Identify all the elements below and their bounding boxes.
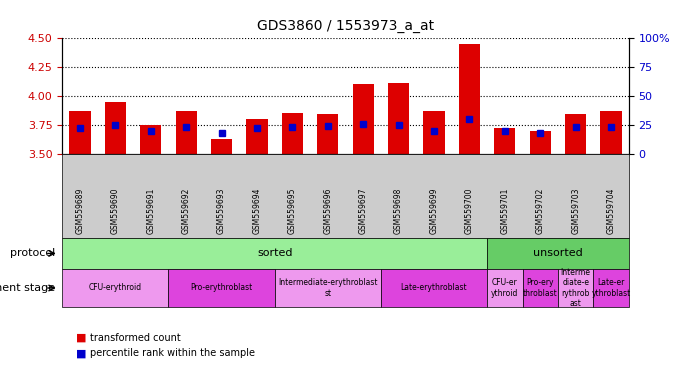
Text: ■: ■	[76, 348, 86, 358]
Bar	[600, 111, 622, 154]
Bar	[424, 111, 445, 154]
Text: ■: ■	[76, 333, 86, 343]
Bar	[565, 114, 586, 154]
Text: Late-erythroblast: Late-erythroblast	[401, 283, 467, 293]
Bar	[317, 114, 339, 154]
Text: Interme
diate-e
rythrob
ast: Interme diate-e rythrob ast	[560, 268, 591, 308]
Text: Pro-ery
throblast: Pro-ery throblast	[523, 278, 558, 298]
Text: transformed count: transformed count	[90, 333, 180, 343]
Text: unsorted: unsorted	[533, 248, 583, 258]
Text: GSM559703: GSM559703	[571, 188, 580, 234]
Text: Pro-erythroblast: Pro-erythroblast	[191, 283, 253, 293]
Text: GSM559697: GSM559697	[359, 188, 368, 234]
Text: Intermediate-erythroblast
st: Intermediate-erythroblast st	[278, 278, 377, 298]
Text: GSM559690: GSM559690	[111, 188, 120, 234]
Bar	[246, 119, 267, 154]
Text: CFU-er
ythroid: CFU-er ythroid	[491, 278, 518, 298]
Bar	[530, 131, 551, 154]
Bar	[388, 83, 409, 154]
Text: percentile rank within the sample: percentile rank within the sample	[90, 348, 255, 358]
Text: GSM559692: GSM559692	[182, 188, 191, 234]
Text: GSM559701: GSM559701	[500, 188, 509, 234]
Text: GSM559694: GSM559694	[252, 188, 261, 234]
Text: Late-er
ythroblast: Late-er ythroblast	[591, 278, 631, 298]
Text: GSM559698: GSM559698	[394, 188, 403, 234]
Text: GDS3860 / 1553973_a_at: GDS3860 / 1553973_a_at	[257, 19, 434, 33]
Text: GSM559700: GSM559700	[465, 188, 474, 234]
Text: GSM559696: GSM559696	[323, 188, 332, 234]
Bar	[459, 44, 480, 154]
Bar	[494, 128, 515, 154]
Bar	[104, 102, 126, 154]
Bar	[69, 111, 91, 154]
Text: GSM559704: GSM559704	[607, 188, 616, 234]
Text: GSM559699: GSM559699	[430, 188, 439, 234]
Bar	[176, 111, 197, 154]
Text: GSM559695: GSM559695	[288, 188, 297, 234]
Bar	[211, 139, 232, 154]
Bar	[352, 84, 374, 154]
Text: GSM559693: GSM559693	[217, 188, 226, 234]
Text: GSM559691: GSM559691	[146, 188, 155, 234]
Bar	[282, 113, 303, 154]
Bar	[140, 125, 161, 154]
Text: CFU-erythroid: CFU-erythroid	[88, 283, 142, 293]
Text: sorted: sorted	[257, 248, 292, 258]
Text: GSM559689: GSM559689	[75, 188, 84, 234]
Text: GSM559702: GSM559702	[536, 188, 545, 234]
Text: development stage: development stage	[0, 283, 55, 293]
Text: protocol: protocol	[10, 248, 55, 258]
